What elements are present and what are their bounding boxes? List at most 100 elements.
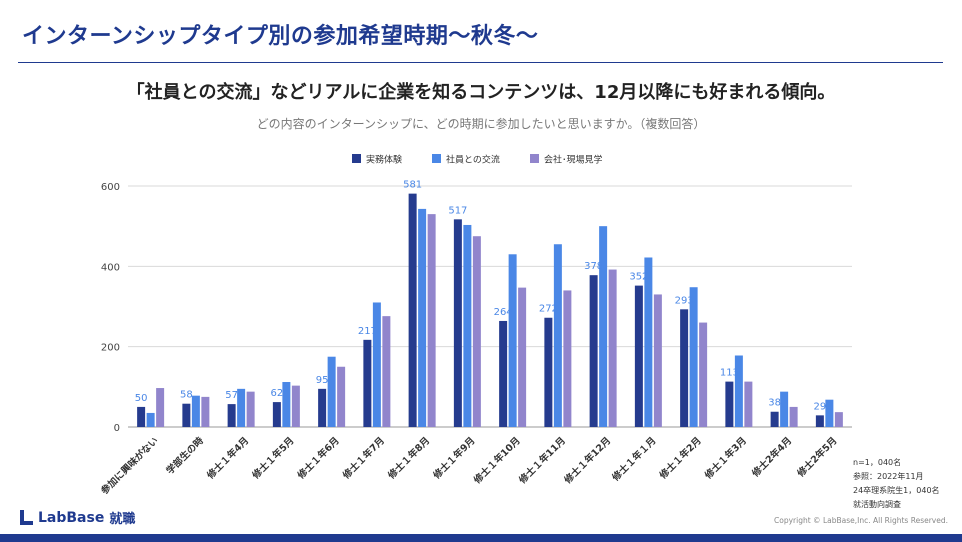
copyright: Copyright © LabBase,Inc. All Rights Rese…: [774, 516, 948, 525]
logo-mark-icon: [20, 510, 33, 525]
data-label-2: 58: [180, 390, 193, 401]
bar-2-14: [734, 355, 743, 427]
legend-label-1: 実務体験: [366, 154, 402, 166]
legend-swatch-1: [352, 154, 361, 163]
title-divider: [18, 62, 943, 63]
bar-3-5: [337, 366, 346, 427]
bar-1-12: [634, 285, 643, 427]
bar-1-7: [408, 193, 417, 427]
bar-3-15: [789, 406, 798, 427]
bar-2-3: [237, 388, 246, 427]
bar-1-10: [544, 317, 553, 427]
x-tick-label-8: 修士１年9月: [430, 435, 477, 482]
data-label-1: 50: [135, 393, 148, 404]
bar-2-5: [327, 356, 336, 427]
bar-1-5: [318, 388, 327, 427]
logo-text: LabBase: [38, 509, 105, 526]
note-source: 就活動向調査: [853, 500, 901, 509]
data-label-13: 293: [675, 295, 694, 306]
note-reference: 参照：2022年11月: [853, 472, 924, 481]
y-tick-label: 400: [101, 262, 120, 273]
data-label-10: 272: [539, 304, 558, 315]
x-tick-label-16: 修士2年5月: [794, 435, 839, 480]
bar-1-13: [680, 309, 689, 427]
legend-label-3: 会社･現場見学: [544, 154, 603, 166]
data-label-5: 95: [316, 375, 329, 386]
bar-3-10: [563, 290, 572, 427]
survey-question: どの内容のインターンシップに、どの時期に参加したいと思いますか。（複数回答）: [256, 117, 706, 131]
footer-bar: [0, 534, 962, 542]
x-tick-label-12: 修士１年１月: [609, 435, 659, 485]
bar-2-4: [282, 382, 291, 427]
bar-3-12: [653, 294, 662, 427]
bar-1-9: [499, 320, 508, 427]
bar-chart: 0 200 400 600 実務体験 社員との交流 会社･現場見学 50 参加に興味がない 58 学…: [98, 154, 852, 498]
bar-2-2: [191, 395, 200, 427]
data-label-16: 29: [814, 401, 827, 412]
bar-3-1: [156, 388, 165, 427]
y-tick-label: 200: [101, 343, 120, 354]
y-tick-label: 600: [101, 182, 120, 193]
logo-subtext: 就職: [109, 512, 136, 527]
bar-3-8: [472, 236, 481, 427]
bar-3-14: [744, 381, 753, 427]
bar-3-4: [291, 385, 300, 427]
data-label-11: 378: [584, 261, 603, 272]
legend-swatch-2: [432, 154, 441, 163]
x-tick-label-14: 修士１年3月: [702, 435, 749, 482]
data-label-3: 57: [225, 390, 238, 401]
x-tick-label-5: 修士１年6月: [294, 435, 341, 482]
data-label-12: 352: [629, 272, 648, 283]
bar-1-2: [182, 403, 191, 427]
page-title: インターンシップタイプ別の参加希望時期〜秋冬〜: [22, 24, 539, 49]
x-tick-label-2: 学部生の時: [164, 434, 206, 476]
bar-1-14: [725, 381, 734, 427]
bar-3-9: [518, 287, 527, 427]
data-label-15: 38: [768, 398, 781, 409]
note-sample-size: n=1，040名: [853, 458, 902, 467]
bar-1-15: [770, 411, 779, 427]
bar-3-11: [608, 269, 617, 427]
data-label-7: 581: [403, 180, 422, 191]
bar-2-6: [372, 302, 381, 427]
bar-3-16: [834, 412, 843, 427]
x-tick-label-7: 修士１年8月: [385, 435, 432, 482]
bar-2-16: [825, 399, 834, 427]
bar-1-8: [453, 219, 462, 427]
legend-swatch-3: [530, 154, 539, 163]
x-tick-label-15: 修士2年4月: [749, 435, 794, 480]
bar-1-4: [272, 402, 281, 427]
bar-1-11: [589, 275, 598, 427]
data-label-4: 62: [271, 388, 284, 399]
bar-3-7: [427, 214, 436, 427]
bar-2-7: [418, 208, 427, 427]
x-tick-label-11: 修士１年12月: [561, 435, 613, 487]
legend-label-2: 社員との交流: [446, 154, 500, 166]
bar-2-8: [463, 224, 472, 427]
data-label-8: 517: [448, 205, 467, 216]
bar-1-3: [227, 404, 236, 427]
x-tick-label-10: 修士１年11月: [516, 435, 568, 487]
bar-2-10: [553, 244, 562, 427]
data-label-9: 264: [494, 307, 513, 318]
note-population: 24卒理系院生1，040名: [853, 486, 940, 495]
data-label-6: 217: [358, 326, 377, 337]
data-label-14: 113: [720, 368, 739, 379]
bar-2-11: [599, 226, 608, 427]
bar-2-9: [508, 254, 517, 427]
x-tick-label-13: 修士１年2月: [656, 435, 703, 482]
survey-notes: n=1，040名 参照：2022年11月 24卒理系院生1，040名 就活動向調…: [853, 456, 940, 512]
x-tick-label-6: 修士１年7月: [340, 435, 387, 482]
bar-3-3: [246, 391, 255, 427]
bar-2-12: [644, 257, 653, 427]
bar-2-1: [146, 412, 155, 427]
bar-2-15: [780, 391, 789, 427]
bar-1-6: [363, 339, 372, 427]
y-tick-label: 0: [114, 423, 120, 434]
bar-3-13: [699, 322, 708, 427]
bar-1-16: [815, 415, 824, 427]
x-tick-label-1: 参加に興味がない: [98, 435, 161, 498]
x-tick-label-9: 修士１年10月: [471, 435, 523, 487]
x-tick-label-3: 修士１年4月: [204, 435, 251, 482]
headline: 「社員との交流」などリアルに企業を知るコンテンツは、12月以降にも好まれる傾向。: [126, 82, 836, 103]
